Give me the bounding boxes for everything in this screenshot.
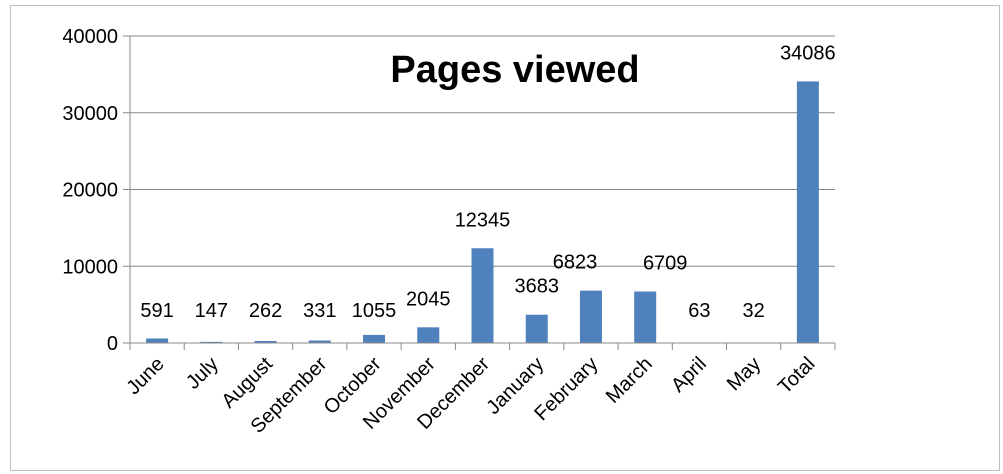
- data-label: 331: [303, 300, 336, 322]
- data-label: 262: [249, 300, 282, 322]
- bar: [308, 340, 331, 343]
- chart-frame: [10, 5, 1000, 471]
- x-tick-label: May: [723, 353, 765, 395]
- data-label: 12345: [455, 209, 511, 231]
- chart-title: Pages viewed: [390, 49, 639, 91]
- bar: [634, 291, 657, 343]
- bar: [146, 338, 169, 343]
- bar: [417, 327, 440, 343]
- data-label: 2045: [406, 288, 451, 310]
- bar: [525, 314, 548, 343]
- bar: [363, 334, 386, 343]
- data-label: 147: [195, 300, 228, 322]
- bar: [796, 81, 819, 343]
- y-tick-label: 40000: [62, 26, 118, 48]
- bar: [254, 340, 277, 343]
- data-label: 3683: [514, 276, 559, 298]
- bar: [579, 290, 602, 343]
- x-tick-label: July: [182, 353, 223, 394]
- x-tick-label: March: [602, 353, 657, 408]
- x-tick-label: Total: [774, 353, 819, 398]
- data-label: 34086: [780, 42, 836, 64]
- data-label: 6709: [643, 253, 688, 275]
- x-tick-label: June: [122, 353, 168, 399]
- data-label: 63: [688, 300, 710, 322]
- data-label: 6823: [553, 252, 598, 274]
- data-label: 1055: [352, 300, 397, 322]
- bars: [146, 81, 819, 344]
- bar: [471, 248, 494, 343]
- data-label: 32: [743, 300, 765, 322]
- y-tick-label: 30000: [62, 103, 118, 125]
- y-tick-label: 20000: [62, 180, 118, 202]
- y-tick-label: 0: [107, 333, 118, 355]
- y-tick-label: 10000: [62, 256, 118, 278]
- data-label: 591: [140, 300, 173, 322]
- bar: [200, 341, 223, 343]
- x-tick-label: April: [667, 353, 711, 397]
